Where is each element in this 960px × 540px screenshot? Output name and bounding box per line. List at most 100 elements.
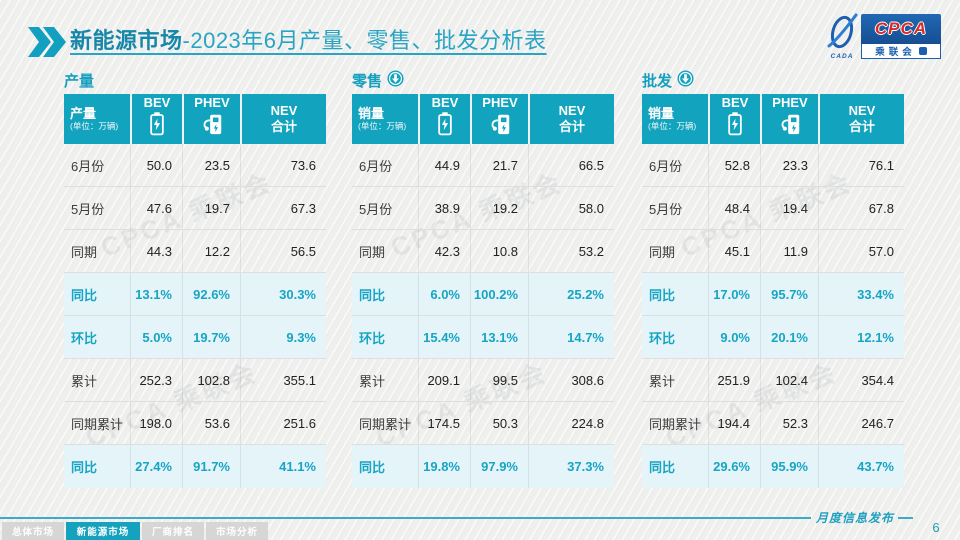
table-row: 累计 252.3 102.8 355.1 <box>64 359 326 402</box>
table-row: 6月份 50.0 23.5 73.6 <box>64 144 326 187</box>
cell-value: 11.9 <box>760 230 818 272</box>
cell-value: 53.2 <box>528 230 614 272</box>
down-arrow-icon <box>677 69 694 91</box>
table-header: 销量 (单位：万辆) BEV PHEV NEV 合计 <box>642 94 904 144</box>
row-label: 同期累计 <box>649 416 702 432</box>
charger-icon <box>200 111 224 141</box>
footer-rule-short <box>898 517 913 519</box>
nev-column-header: NEV 合计 <box>240 94 326 144</box>
table-row: 同期 45.1 11.9 57.0 <box>642 230 904 273</box>
cell-value: 76.1 <box>818 144 904 186</box>
cell-value: 95.9% <box>760 445 818 488</box>
cell-value: 308.6 <box>528 359 614 401</box>
row-label: 5月份 <box>649 201 683 217</box>
table-row: 同比 27.4% 91.7% 41.1% <box>64 445 326 488</box>
table-row: 同期累计 194.4 52.3 246.7 <box>642 402 904 445</box>
cell-value: 17.0% <box>708 273 760 315</box>
cell-value: 19.7% <box>182 316 240 358</box>
cpca-swoosh-caption: CADA <box>830 53 854 60</box>
cell-value: 52.3 <box>760 402 818 444</box>
table-row: 环比 5.0% 19.7% 9.3% <box>64 316 326 359</box>
row-label: 6月份 <box>649 158 683 174</box>
cell-value: 355.1 <box>240 359 326 401</box>
cell-value: 13.1% <box>470 316 528 358</box>
row-label: 同比 <box>649 287 676 303</box>
cell-value: 198.0 <box>130 402 182 444</box>
cell-value: 41.1% <box>240 445 326 488</box>
phev-column-header: PHEV <box>182 94 240 144</box>
table-row: 环比 9.0% 20.1% 12.1% <box>642 316 904 359</box>
charger-icon <box>488 111 512 141</box>
table-row: 同期 42.3 10.8 53.2 <box>352 230 614 273</box>
row-label: 同比 <box>359 460 386 475</box>
cell-value: 33.4% <box>818 273 904 315</box>
production-table: 产量 产量 (单位：万辆) BEV PHEV NEV 合计 <box>64 68 326 488</box>
cell-value: 102.4 <box>760 359 818 401</box>
cell-value: 27.4% <box>130 445 182 488</box>
page-title-rest: -2023年6月产量、零售、批发分析表 <box>182 28 547 53</box>
section-title-wholesale: 批发 <box>642 68 904 92</box>
cpca-acronym: CPCA <box>861 14 941 44</box>
cell-value: 53.6 <box>182 402 240 444</box>
cell-value: 25.2% <box>528 273 614 315</box>
bev-column-header: BEV <box>418 94 470 144</box>
section-title-retail: 零售 <box>352 68 614 92</box>
row-label: 同比 <box>71 287 98 303</box>
tab-overall-market[interactable]: 总体市场 <box>2 522 64 540</box>
cell-value: 14.7% <box>528 316 614 358</box>
section-title-production: 产量 <box>64 72 95 90</box>
tab-market-analysis[interactable]: 市场分析 <box>206 522 268 540</box>
cell-value: 15.4% <box>418 316 470 358</box>
table-row: 6月份 44.9 21.7 66.5 <box>352 144 614 187</box>
cell-value: 9.3% <box>240 316 326 358</box>
unit-note: (单位：万辆) <box>358 120 407 131</box>
cell-value: 354.4 <box>818 359 904 401</box>
cell-value: 19.8% <box>418 445 470 488</box>
table-body: 6月份 50.0 23.5 73.6 5月份 47.6 19.7 67.3 同期 44.3 12.2… <box>64 144 326 488</box>
row-label: 同期 <box>71 244 98 260</box>
cell-value: 38.9 <box>418 187 470 229</box>
cell-value: 19.4 <box>760 187 818 229</box>
row-label: 累计 <box>649 373 676 389</box>
cell-value: 9.0% <box>708 316 760 358</box>
cell-value: 29.6% <box>708 445 760 488</box>
table-row: 同比 29.6% 95.9% 43.7% <box>642 445 904 488</box>
cell-value: 43.7% <box>818 445 904 488</box>
cell-value: 174.5 <box>418 402 470 444</box>
cpca-logo: CADA CPCA 乘联会 <box>826 13 941 60</box>
row-label: 5月份 <box>71 201 105 217</box>
phev-column-header: PHEV <box>760 94 818 144</box>
bev-column-header: BEV <box>130 94 182 144</box>
publication-label: 月度信息发布 <box>815 511 894 525</box>
cell-value: 67.8 <box>818 187 904 229</box>
table-body: 6月份 44.9 21.7 66.5 5月份 38.9 19.2 58.0 同期 42.3 10.8… <box>352 144 614 488</box>
battery-icon <box>436 111 454 141</box>
row-label: 累计 <box>359 373 386 389</box>
table-row: 5月份 48.4 19.4 67.8 <box>642 187 904 230</box>
cell-value: 42.3 <box>418 230 470 272</box>
cell-value: 56.5 <box>240 230 326 272</box>
cell-value: 209.1 <box>418 359 470 401</box>
tab-manufacturer-ranking[interactable]: 厂商排名 <box>142 522 204 540</box>
cell-value: 20.1% <box>760 316 818 358</box>
cell-value: 50.0 <box>130 144 182 186</box>
row-label: 同期累计 <box>359 416 412 432</box>
cell-value: 10.8 <box>470 230 528 272</box>
footer-rule <box>0 517 811 519</box>
table-header: 产量 (单位：万辆) BEV PHEV NEV 合计 <box>64 94 326 144</box>
corner-header-cell: 销量 (单位：万辆) <box>642 94 708 144</box>
cpca-organization: 乘联会 <box>861 44 941 59</box>
row-label: 同期 <box>649 244 676 260</box>
tab-nev-market[interactable]: 新能源市场 <box>66 522 140 540</box>
page-number: 6 <box>932 520 940 535</box>
table-row: 同比 6.0% 100.2% 25.2% <box>352 273 614 316</box>
nev-column-header: NEV 合计 <box>818 94 904 144</box>
cpca-seal-icon <box>918 47 927 55</box>
cpca-swoosh-icon: CADA <box>826 13 858 60</box>
down-arrow-icon <box>387 69 404 91</box>
table-row: 同期累计 174.5 50.3 224.8 <box>352 402 614 445</box>
cell-value: 30.3% <box>240 273 326 315</box>
cell-value: 23.3 <box>760 144 818 186</box>
cell-value: 251.9 <box>708 359 760 401</box>
cell-value: 13.1% <box>130 273 182 315</box>
